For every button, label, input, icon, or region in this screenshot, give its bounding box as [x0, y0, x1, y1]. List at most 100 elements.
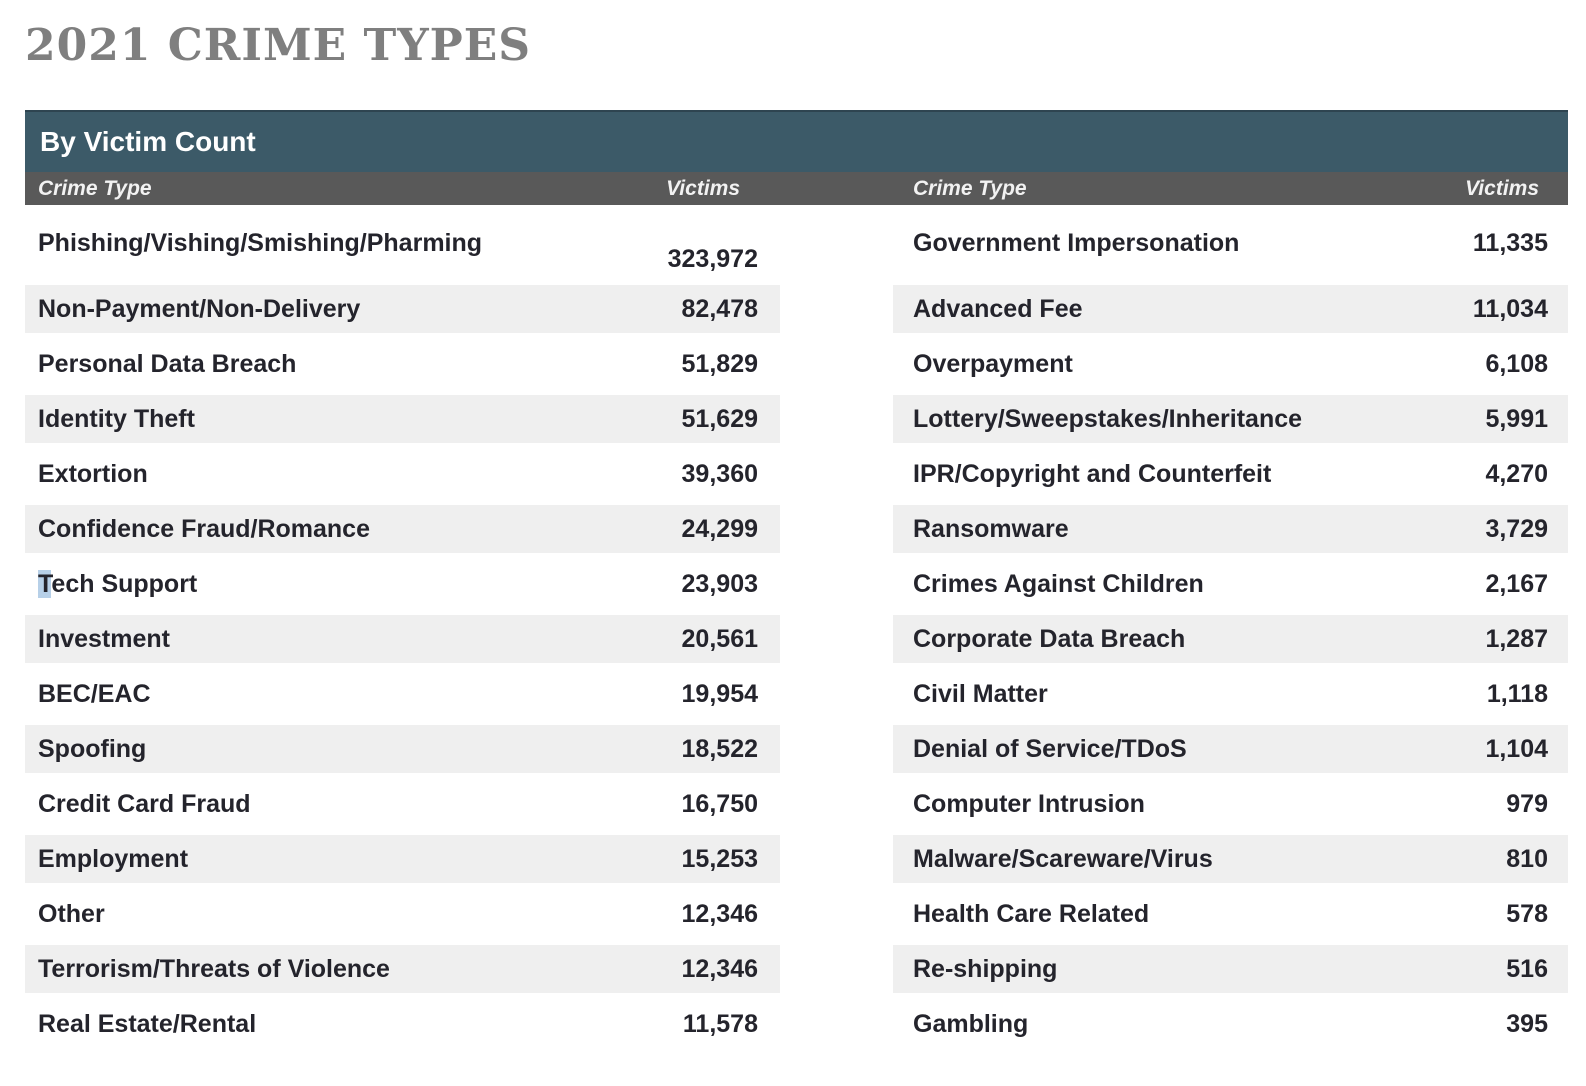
crime-type-cell: Crimes Against Children	[913, 570, 1204, 598]
victims-cell: 39,360	[681, 460, 758, 488]
right-column: Government Impersonation 11,335 Advanced F…	[893, 205, 1568, 1052]
left-column: Phishing/Vishing/Smishing/Pharming 323,97…	[25, 205, 780, 1052]
victims-cell: 395	[1506, 1010, 1548, 1038]
table-row: Overpayment 6,108	[893, 337, 1568, 392]
crime-type-cell: Overpayment	[913, 350, 1073, 378]
victims-cell: 15,253	[681, 844, 758, 873]
crime-type-header-left: Crime Type	[38, 176, 152, 200]
victims-cell: 51,629	[681, 404, 758, 433]
victims-cell: 979	[1506, 790, 1548, 818]
table-row: Re-shipping 516	[893, 942, 1568, 997]
crime-type-cell: Ransomware	[913, 514, 1069, 543]
victims-cell: 11,034	[1472, 294, 1548, 323]
victims-cell: 23,903	[681, 570, 758, 598]
victims-cell: 1,118	[1486, 680, 1548, 708]
crime-type-cell: Identity Theft	[38, 404, 195, 433]
table-row: Tech Support 23,903	[25, 557, 780, 612]
victims-cell: 5,991	[1485, 404, 1548, 433]
crime-type-cell: Personal Data Breach	[38, 350, 297, 378]
victims-header-right: Victims	[1465, 176, 1539, 200]
crime-type-cell: Real Estate/Rental	[38, 1010, 257, 1038]
table-row: Health Care Related 578	[893, 887, 1568, 942]
crime-type-cell: Advanced Fee	[913, 294, 1083, 323]
crime-type-cell: Computer Intrusion	[913, 790, 1145, 818]
victims-cell: 16,750	[681, 790, 758, 818]
crime-type-cell: Spoofing	[38, 734, 147, 763]
victims-cell: 3,729	[1485, 514, 1548, 543]
crime-type-cell: Corporate Data Breach	[913, 624, 1186, 653]
table-row: Employment 15,253	[25, 832, 780, 887]
table-header-title: By Victim Count	[40, 126, 256, 157]
column-header-row: Crime Type Victims Crime Type Victims	[25, 172, 1568, 205]
table-row: Confidence Fraud/Romance 24,299	[25, 502, 780, 557]
table-row: Government Impersonation 11,335	[893, 205, 1568, 282]
victims-cell: 12,346	[681, 954, 758, 983]
table-row: BEC/EAC 19,954	[25, 667, 780, 722]
crime-type-cell: Government Impersonation	[913, 229, 1240, 257]
table-row: Identity Theft 51,629	[25, 392, 780, 447]
victims-cell: 19,954	[681, 680, 758, 708]
crime-type-cell: Tech Support	[38, 570, 198, 598]
victims-cell: 24,299	[681, 514, 758, 543]
crime-type-cell: Gambling	[913, 1010, 1029, 1038]
table-row: IPR/Copyright and Counterfeit 4,270	[893, 447, 1568, 502]
table-row: Gambling 395	[893, 997, 1568, 1052]
table-header: By Victim Count	[25, 110, 1568, 172]
crime-type-cell: Health Care Related	[913, 900, 1150, 928]
victims-cell: 11,335	[1472, 229, 1548, 257]
victims-cell: 578	[1506, 900, 1548, 928]
victims-cell: 1,287	[1485, 624, 1548, 653]
crime-type-cell: Re-shipping	[913, 954, 1058, 983]
victims-cell: 82,478	[681, 294, 758, 323]
crime-type-cell: Terrorism/Threats of Violence	[38, 954, 390, 983]
crime-type-cell: Investment	[38, 624, 170, 653]
table-row: Crimes Against Children 2,167	[893, 557, 1568, 612]
table-row: Other 12,346	[25, 887, 780, 942]
crime-type-cell: Employment	[38, 844, 189, 873]
table-row: Civil Matter 1,118	[893, 667, 1568, 722]
crime-type-cell: IPR/Copyright and Counterfeit	[913, 460, 1272, 488]
table-row: Denial of Service/TDoS 1,104	[893, 722, 1568, 777]
victims-cell: 51,829	[681, 350, 758, 378]
crime-type-cell: BEC/EAC	[38, 680, 151, 708]
victims-cell: 323,972	[667, 245, 758, 273]
table-row: Non-Payment/Non-Delivery 82,478	[25, 282, 780, 337]
table-row: Real Estate/Rental 11,578	[25, 997, 780, 1052]
crime-type-cell: Extortion	[38, 460, 148, 488]
table-row: Terrorism/Threats of Violence 12,346	[25, 942, 780, 997]
table-row: Malware/Scareware/Virus 810	[893, 832, 1568, 887]
text-selection: T	[38, 570, 52, 598]
table-row: Corporate Data Breach 1,287	[893, 612, 1568, 667]
victims-cell: 12,346	[681, 900, 758, 928]
crime-type-cell: Phishing/Vishing/Smishing/Pharming	[38, 229, 483, 257]
victims-header-left: Victims	[666, 176, 740, 200]
table-row: Credit Card Fraud 16,750	[25, 777, 780, 832]
table-row: Lottery/Sweepstakes/Inheritance 5,991	[893, 392, 1568, 447]
table-row: Spoofing 18,522	[25, 722, 780, 777]
table-row: Personal Data Breach 51,829	[25, 337, 780, 392]
victims-cell: 1,104	[1485, 734, 1548, 763]
victims-cell: 4,270	[1485, 460, 1548, 488]
victims-cell: 11,578	[682, 1010, 758, 1038]
victims-cell: 20,561	[681, 624, 758, 653]
crime-type-cell: Civil Matter	[913, 680, 1048, 708]
victim-count-table: By Victim Count Crime Type Victims Crime…	[25, 110, 1568, 1052]
table-body: Phishing/Vishing/Smishing/Pharming 323,97…	[25, 205, 1568, 1052]
crime-type-cell: Denial of Service/TDoS	[913, 734, 1187, 763]
crime-type-cell: Malware/Scareware/Virus	[913, 844, 1213, 873]
victims-cell: 810	[1506, 844, 1548, 873]
crime-type-cell: Credit Card Fraud	[38, 790, 251, 818]
table-row: Computer Intrusion 979	[893, 777, 1568, 832]
page-title: 2021 CRIME TYPES	[25, 20, 532, 71]
victims-cell: 516	[1506, 954, 1548, 983]
crime-type-cell: Lottery/Sweepstakes/Inheritance	[913, 404, 1303, 433]
victims-cell: 18,522	[681, 734, 758, 763]
victims-cell: 6,108	[1485, 350, 1548, 378]
table-row: Extortion 39,360	[25, 447, 780, 502]
crime-type-header-right: Crime Type	[913, 176, 1027, 200]
table-row: Phishing/Vishing/Smishing/Pharming 323,97…	[25, 205, 780, 282]
table-row: Advanced Fee 11,034	[893, 282, 1568, 337]
table-row: Ransomware 3,729	[893, 502, 1568, 557]
victims-cell: 2,167	[1485, 570, 1548, 598]
